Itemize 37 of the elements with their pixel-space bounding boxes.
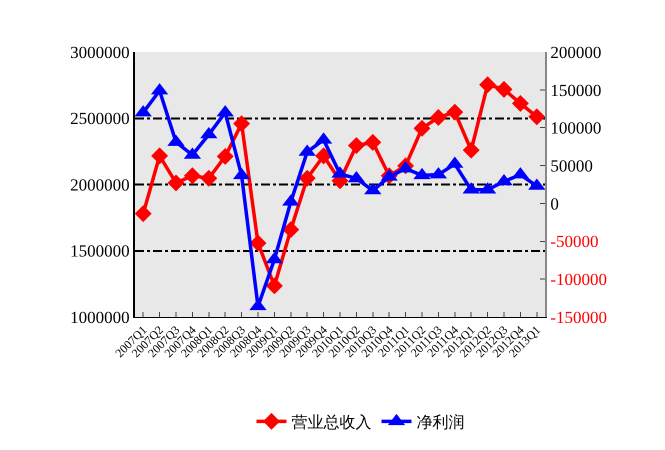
point bbox=[512, 94, 529, 112]
point bbox=[233, 115, 250, 132]
point bbox=[200, 170, 218, 187]
point bbox=[364, 134, 382, 151]
y-tick-label: 2000000 bbox=[70, 175, 130, 194]
y2-tick-label: 200000 bbox=[550, 42, 602, 62]
y2-tick-label: 50000 bbox=[550, 156, 593, 176]
y-tick-label: 1500000 bbox=[70, 242, 130, 261]
point bbox=[168, 174, 184, 192]
point bbox=[184, 167, 201, 184]
legend-label: 净利润 bbox=[416, 412, 464, 432]
point bbox=[315, 147, 332, 164]
point bbox=[528, 108, 546, 126]
y2-tick-label: -150000 bbox=[550, 308, 608, 327]
y-tick-label: 2500000 bbox=[70, 109, 130, 128]
point bbox=[250, 234, 266, 252]
y2-tick-label: 0 bbox=[550, 194, 559, 214]
y2-tick-label: -50000 bbox=[550, 232, 599, 252]
legend-label: 营业总收入 bbox=[292, 412, 372, 432]
point bbox=[151, 147, 168, 164]
y-tick-label: 3000000 bbox=[70, 42, 130, 62]
y-tick-label: 1000000 bbox=[70, 308, 130, 327]
point bbox=[446, 104, 464, 121]
point bbox=[298, 170, 316, 187]
point bbox=[282, 221, 300, 238]
y2-tick-label: 100000 bbox=[550, 118, 602, 138]
point bbox=[496, 80, 512, 98]
y2-tick-label: -100000 bbox=[550, 270, 608, 290]
y2-tick-label: 150000 bbox=[550, 80, 602, 100]
point bbox=[134, 205, 152, 222]
point bbox=[414, 120, 430, 137]
point bbox=[348, 137, 365, 154]
point bbox=[266, 277, 283, 294]
point bbox=[216, 148, 234, 165]
point bbox=[430, 109, 447, 126]
point bbox=[479, 76, 496, 94]
point bbox=[462, 142, 480, 159]
